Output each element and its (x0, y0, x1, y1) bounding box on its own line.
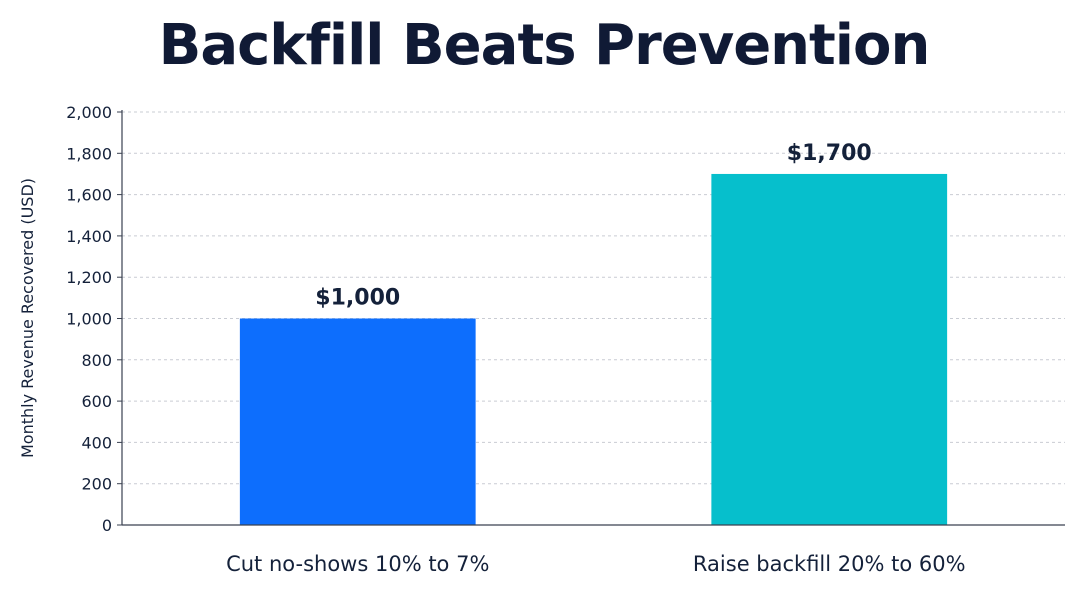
chart-title: Backfill Beats Prevention (158, 13, 931, 78)
x-category-label: Cut no-shows 10% to 7% (226, 552, 489, 576)
y-tick-label: 1,000 (66, 310, 112, 329)
bar (239, 318, 476, 525)
y-tick-label: 1,200 (66, 268, 112, 287)
y-tick-label: 600 (81, 392, 112, 411)
bars (239, 173, 948, 525)
y-tick-label: 400 (81, 433, 112, 452)
y-tick-label: 1,800 (66, 144, 112, 163)
x-category-label: Raise backfill 20% to 60% (693, 552, 966, 576)
labels: 0 200 400 600 800 1,000 1,200 1,400 1,600 1,800 2,… (66, 103, 965, 576)
y-tick-label: 200 (81, 475, 112, 494)
y-tick-label: 800 (81, 351, 112, 370)
y-axis-title: Monthly Revenue Recovered (USD) (18, 178, 37, 458)
bar-value-label: $1,700 (787, 141, 872, 166)
y-tick-label: 1,600 (66, 186, 112, 205)
y-tick-label: 1,400 (66, 227, 112, 246)
axes (117, 110, 1065, 526)
y-tick-label: 2,000 (66, 103, 112, 122)
y-tick-label: 0 (102, 516, 112, 535)
bar (711, 173, 948, 525)
bar-value-label: $1,000 (315, 286, 400, 311)
